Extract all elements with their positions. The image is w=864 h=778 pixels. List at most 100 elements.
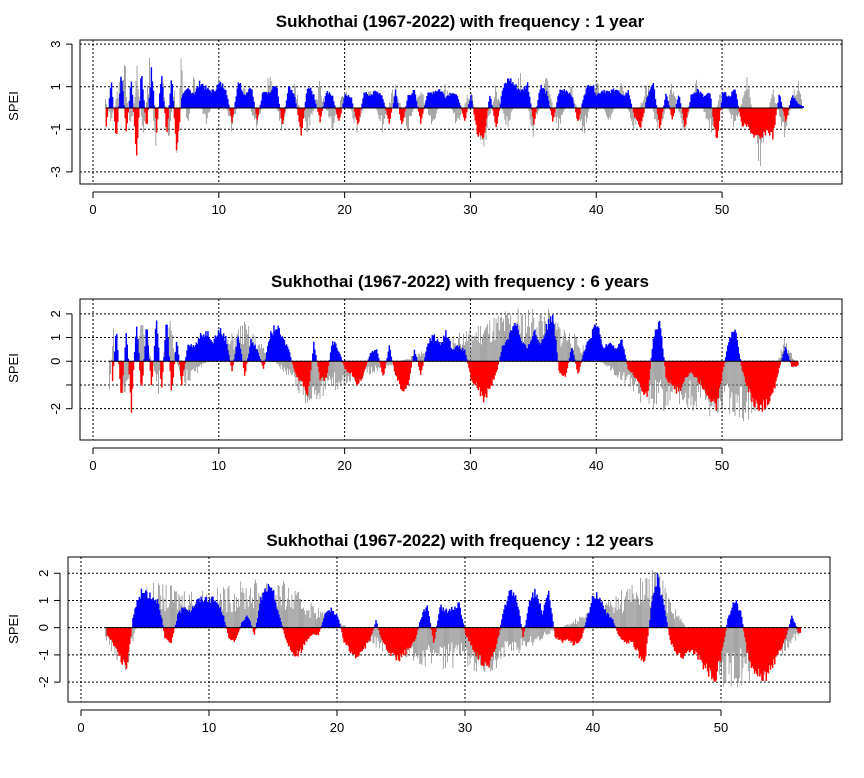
positive-bar (592, 596, 595, 628)
positive-bar (742, 624, 744, 628)
positive-bar (540, 610, 543, 628)
positive-bar (649, 620, 651, 628)
positive-bar (447, 337, 449, 362)
negative-bar (177, 108, 180, 132)
positive-bar (419, 622, 421, 628)
negative-bar (468, 627, 470, 642)
positive-bar (511, 330, 513, 362)
negative-bar (772, 108, 774, 140)
positive-bar (285, 100, 288, 108)
negative-bar (168, 627, 170, 643)
negative-bar (666, 361, 668, 380)
positive-bar (390, 356, 393, 362)
positive-bar (739, 359, 742, 362)
positive-bar (611, 345, 614, 362)
positive-bar (252, 342, 254, 362)
positive-bar (455, 94, 458, 108)
positive-bar (205, 597, 208, 628)
positive-bar (449, 340, 451, 362)
negative-bar (126, 627, 129, 663)
negative-bar (463, 627, 466, 630)
positive-bar (540, 84, 542, 108)
negative-bar (677, 627, 679, 655)
positive-bar (595, 325, 597, 362)
positive-bar (609, 93, 612, 108)
positive-bar (236, 338, 239, 362)
positive-bar (734, 89, 736, 108)
positive-bar (661, 594, 663, 628)
negative-bar (578, 108, 580, 120)
positive-bar (125, 333, 127, 362)
positive-bar (424, 357, 426, 362)
negative-bar (174, 108, 177, 134)
negative-bar (160, 361, 162, 379)
negative-bar (401, 627, 404, 654)
positive-bar (512, 82, 514, 108)
negative-bar (310, 627, 312, 636)
positive-bar (779, 96, 781, 108)
positive-bar (444, 338, 446, 362)
negative-bar (639, 361, 641, 384)
negative-bar (355, 627, 357, 659)
negative-bar (300, 627, 303, 654)
positive-bar (608, 91, 611, 108)
negative-bar (717, 361, 720, 399)
negative-bar (293, 627, 295, 656)
negative-bar (765, 627, 768, 681)
positive-bar (458, 602, 460, 628)
negative-bar (403, 361, 405, 392)
positive-bar (590, 337, 593, 362)
negative-bar (633, 627, 635, 647)
negative-bar (349, 361, 352, 374)
positive-bar (511, 83, 513, 108)
negative-bar (490, 361, 492, 385)
positive-bar (412, 89, 415, 108)
positive-bar (569, 94, 572, 108)
positive-bar (620, 340, 622, 362)
positive-bar (280, 621, 282, 628)
positive-bar (371, 94, 374, 108)
positive-bar (131, 94, 134, 108)
positive-bar (439, 345, 442, 362)
positive-bar (550, 322, 553, 362)
positive-bar (778, 94, 780, 108)
positive-bar (602, 91, 604, 108)
positive-bar (793, 98, 795, 108)
negative-bar (553, 627, 555, 629)
positive-bar (588, 612, 591, 628)
negative-bar (535, 108, 537, 113)
negative-bar (751, 108, 753, 133)
positive-bar (533, 331, 535, 362)
positive-bar (276, 329, 278, 362)
positive-bar (269, 93, 271, 108)
positive-bar (531, 339, 533, 362)
positive-bar (198, 598, 200, 628)
negative-bar (461, 108, 464, 114)
negative-bar (301, 627, 304, 650)
negative-bar (262, 361, 265, 369)
positive-bar (250, 88, 252, 108)
positive-bar (184, 91, 186, 108)
negative-bar (418, 108, 421, 116)
negative-bar (472, 627, 474, 650)
negative-bar (256, 108, 258, 120)
positive-bar (549, 600, 551, 628)
x-tick-label: 0 (89, 202, 96, 217)
y-tick-label: 2 (48, 310, 63, 317)
positive-bar (406, 100, 408, 108)
negative-bar (390, 627, 392, 657)
positive-bar (192, 608, 195, 628)
negative-bar (766, 361, 769, 406)
positive-bar (788, 359, 791, 362)
positive-bar (781, 357, 784, 362)
negative-bar (718, 361, 721, 389)
negative-bar (723, 361, 726, 363)
negative-bar (161, 361, 163, 388)
negative-bar (785, 108, 788, 120)
negative-bar (408, 627, 410, 648)
negative-bar (797, 627, 799, 632)
positive-bar (428, 616, 431, 628)
positive-bar (599, 94, 601, 108)
positive-bar (270, 587, 273, 628)
positive-bar (528, 344, 531, 362)
